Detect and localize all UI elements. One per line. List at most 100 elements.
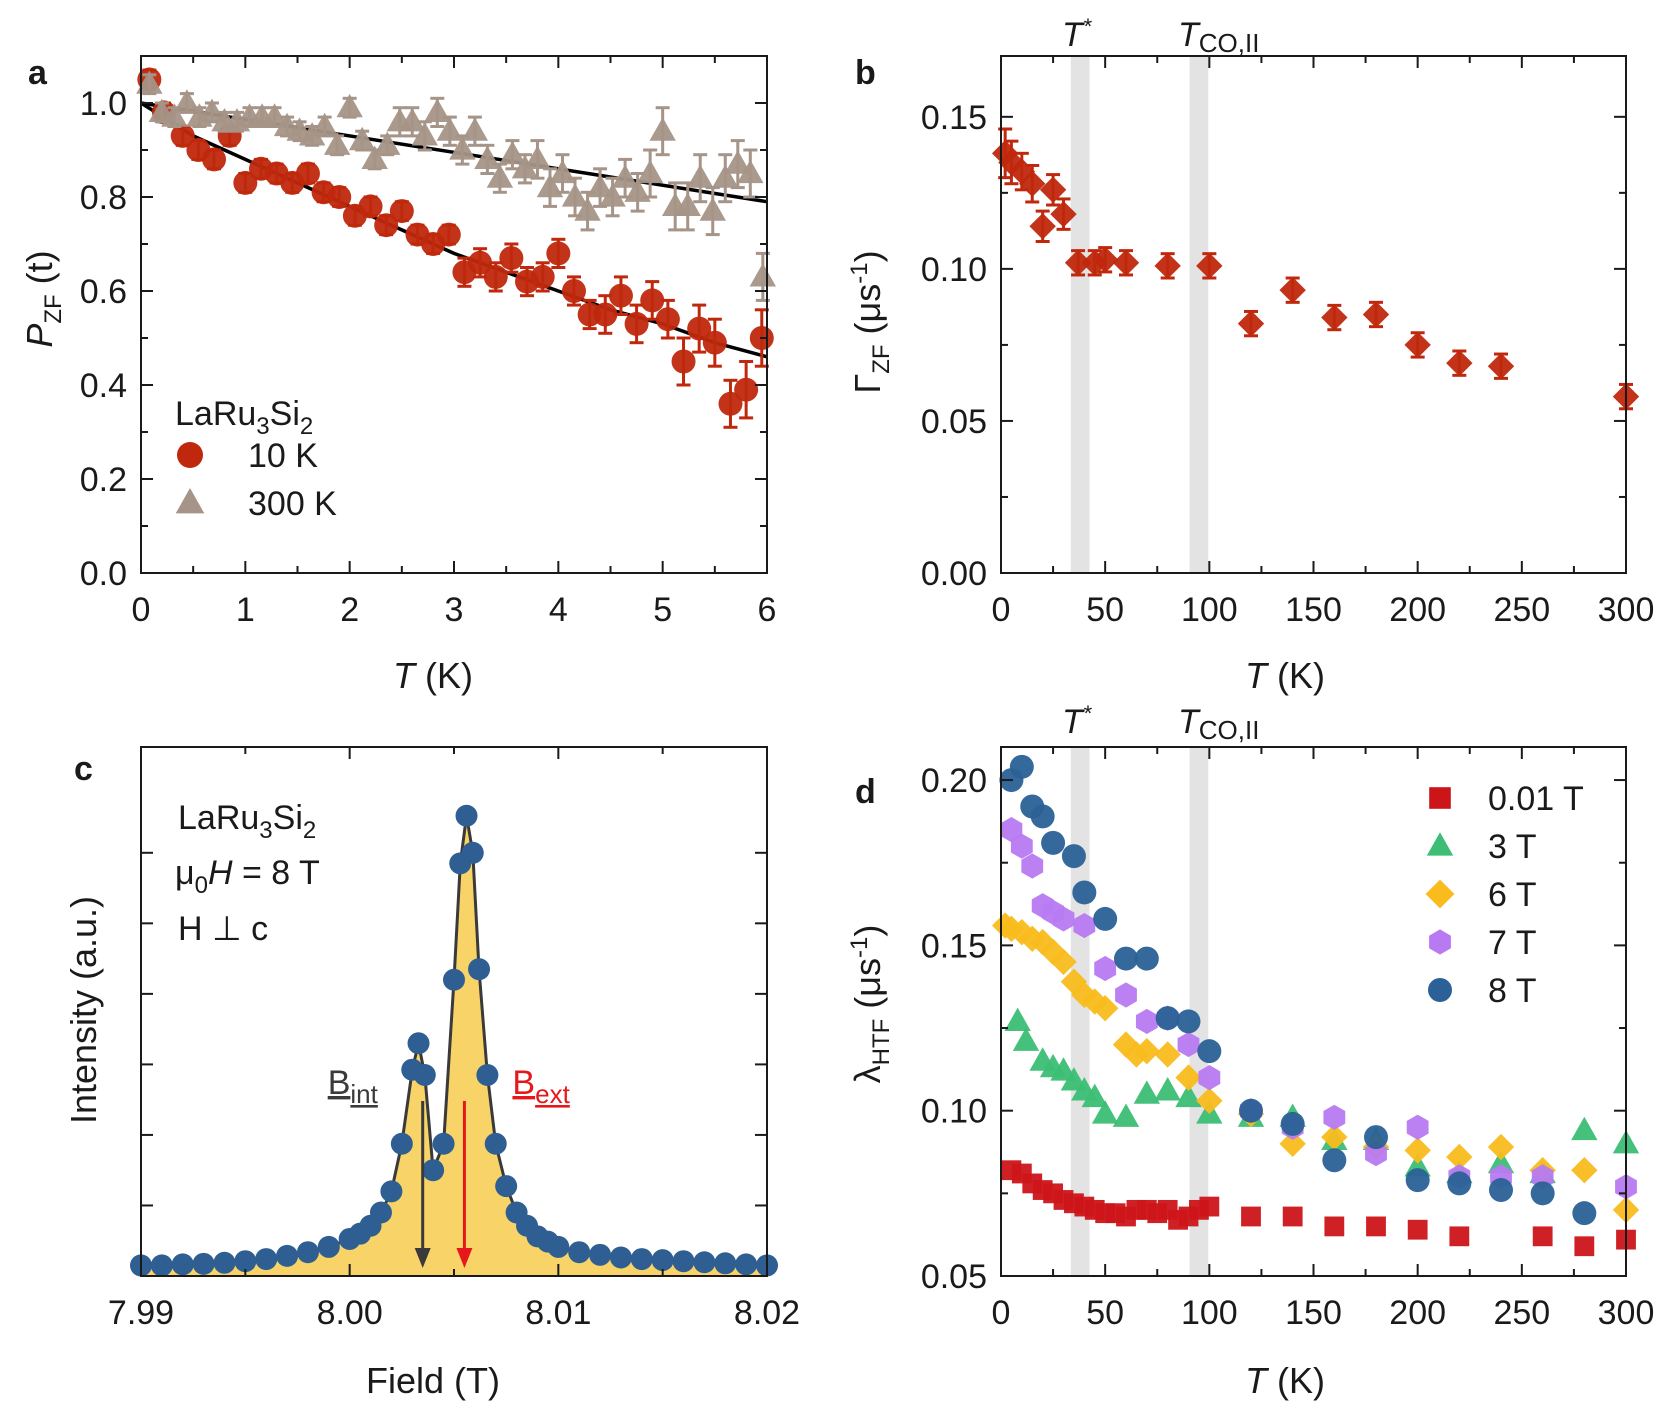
data-point	[255, 1248, 278, 1271]
data-point	[1072, 880, 1097, 905]
bands	[1070, 747, 1209, 1276]
data-point	[724, 150, 751, 174]
data-point	[1323, 1104, 1346, 1130]
data-point	[1530, 1181, 1555, 1206]
data-point	[1064, 249, 1092, 276]
data-point	[1447, 1171, 1472, 1196]
data-point	[407, 1032, 430, 1055]
data-point	[374, 131, 401, 155]
legend-marker-2	[1425, 879, 1455, 909]
data-point	[1199, 1196, 1220, 1217]
y-axis-label: Intensity (a.u.)	[63, 896, 104, 1124]
data-point	[1019, 925, 1046, 952]
data-point	[1091, 246, 1119, 273]
band-label-tco-ii: TCO,II	[1178, 703, 1259, 745]
data-point	[327, 185, 352, 209]
series-1	[1004, 1007, 1640, 1184]
data-point	[1135, 1008, 1158, 1035]
legend-marker-1	[175, 488, 205, 514]
band-labels: T* TCO,II	[1062, 701, 1259, 745]
data-point	[1060, 968, 1088, 995]
data-point	[1133, 1037, 1161, 1065]
data-point	[1362, 301, 1390, 328]
legend: 0.01 T 3 T 6 T 7 T 8 T	[1425, 780, 1584, 1010]
y-tick-label: 0.05	[921, 403, 987, 441]
data-point	[1091, 1100, 1119, 1124]
data-point	[1154, 1041, 1181, 1068]
band-label-t-star: T*	[1062, 14, 1093, 54]
panel-label: a	[28, 54, 48, 92]
y-axis-label: ΓZF (μs-1)	[846, 250, 895, 393]
data-point	[561, 279, 586, 303]
data-point	[468, 958, 491, 981]
annotation-sample: LaRu3Si2	[178, 799, 316, 844]
x-tick-label: 150	[1285, 1294, 1342, 1332]
data-point	[1052, 906, 1075, 932]
data-point	[436, 222, 461, 247]
tick-labels: 0 50 100 150 200 250 300 0.05 0.10 0.15 0.20	[921, 762, 1655, 1332]
data-point	[524, 145, 551, 169]
data-point	[461, 117, 489, 141]
data-point	[1489, 1178, 1513, 1203]
x-tick-label: 250	[1493, 1294, 1550, 1332]
data-point	[636, 159, 664, 184]
data-point	[1175, 1083, 1202, 1108]
y-tick-label: 0.00	[921, 555, 987, 593]
data-point	[1175, 1064, 1202, 1091]
data-point	[150, 1254, 173, 1277]
data-point	[1449, 1226, 1470, 1247]
data-point	[546, 241, 571, 266]
legend-marker-3	[1429, 929, 1451, 955]
data-point	[422, 1159, 445, 1182]
data-point	[461, 841, 484, 864]
data-point	[599, 183, 626, 207]
data-point	[651, 1249, 674, 1272]
data-point	[296, 1241, 319, 1264]
data-point	[1279, 276, 1306, 304]
legend-label-1: 3 T	[1488, 828, 1537, 866]
legend-marker-0	[1429, 787, 1451, 809]
x-tick-label: 150	[1285, 591, 1342, 629]
x-axis-label: Field (T)	[366, 1360, 500, 1401]
legend-marker-0	[177, 442, 203, 468]
data-point	[1487, 353, 1515, 380]
data-point	[468, 250, 493, 275]
data-point	[170, 123, 195, 148]
area-fill	[141, 815, 767, 1276]
data-point	[1196, 252, 1223, 280]
data-point	[233, 170, 258, 195]
x-tick-label: 8.00	[317, 1294, 383, 1332]
points	[991, 754, 1640, 1257]
tick-labels: 0 50 100 150 200 250 300 0.00 0.05 0.10 0.15	[921, 99, 1655, 629]
ticks	[1000, 56, 1627, 574]
x-tick-label: 50	[1086, 1294, 1124, 1332]
data-point	[712, 164, 739, 188]
data-point	[1155, 1006, 1180, 1031]
data-point	[1050, 948, 1077, 976]
data-point	[547, 1235, 570, 1258]
data-point	[1061, 844, 1086, 869]
annotation-field: μ0H = 8 T	[175, 854, 320, 899]
legend-label-1: 300 K	[248, 485, 337, 523]
data-point	[1198, 1065, 1221, 1091]
data-point	[655, 307, 680, 332]
data-point	[1237, 310, 1265, 337]
arrow-head-bint	[414, 1248, 431, 1268]
data-point	[561, 183, 589, 207]
data-point	[609, 1246, 632, 1269]
panel-label: c	[74, 750, 93, 788]
data-point	[389, 199, 414, 224]
data-point	[483, 264, 508, 289]
x-tick-label: 200	[1389, 1294, 1446, 1332]
tick-labels: 0 1 2 3 4 5 6 0.0 0.2 0.4 0.6 0.8 1.0	[80, 85, 777, 629]
data-point	[213, 1251, 236, 1274]
data-point	[1039, 938, 1067, 966]
data-point	[1487, 1149, 1515, 1174]
x-tick-label: 0	[992, 1294, 1011, 1332]
data-point	[499, 246, 524, 271]
data-point	[1282, 1206, 1303, 1227]
data-point	[1571, 1116, 1598, 1141]
data-point	[1112, 249, 1140, 276]
data-point	[749, 263, 777, 287]
legend-label-3: 7 T	[1488, 924, 1537, 962]
